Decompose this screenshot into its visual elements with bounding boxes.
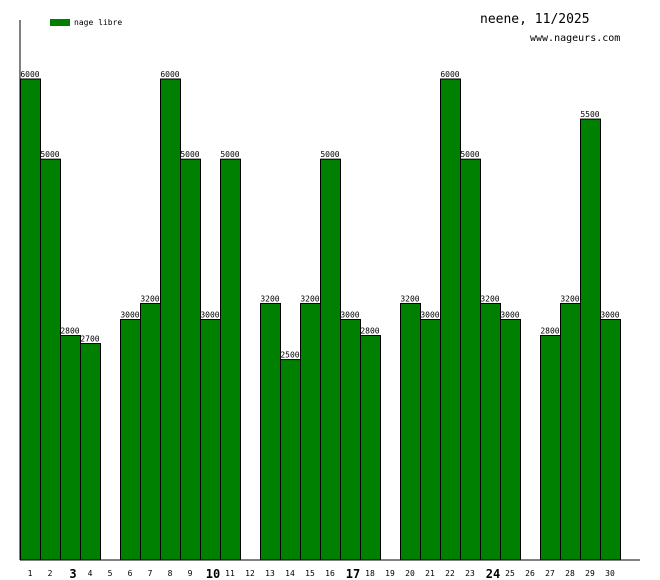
x-tick-label-25: 25 bbox=[505, 569, 515, 578]
x-tick-label-22: 22 bbox=[445, 569, 455, 578]
bar-day-28 bbox=[560, 302, 581, 561]
bar-day-21 bbox=[420, 319, 441, 561]
bar-day-14 bbox=[280, 359, 301, 561]
x-tick-label-10: 10 bbox=[206, 567, 220, 580]
x-tick-label-24: 24 bbox=[486, 567, 500, 580]
x-tick-label-14: 14 bbox=[285, 569, 295, 578]
x-tick-label-6: 6 bbox=[128, 569, 133, 578]
x-tick-label-16: 16 bbox=[325, 569, 335, 578]
x-tick-label-20: 20 bbox=[405, 569, 415, 578]
x-tick-label-7: 7 bbox=[148, 569, 153, 578]
bar-day-17 bbox=[340, 319, 361, 561]
value-label-day-18: 2800 bbox=[360, 327, 379, 336]
value-label-day-2: 5000 bbox=[40, 150, 59, 159]
x-tick-label-5: 5 bbox=[108, 569, 113, 578]
value-label-day-10: 3000 bbox=[200, 311, 219, 320]
value-label-day-14: 2500 bbox=[280, 351, 299, 360]
value-label-day-11: 5000 bbox=[220, 150, 239, 159]
x-tick-label-13: 13 bbox=[265, 569, 275, 578]
x-tick-labels-group: 1 2 3 4 5 6 7 8 9 10 11 12 13 14 15 16 17 18 19 20 21 22 23 24 2… bbox=[28, 567, 615, 580]
x-tick-label-8: 8 bbox=[168, 569, 173, 578]
value-labels-group: 6000500028002700300032006000500030005000… bbox=[20, 70, 619, 360]
x-tick-label-9: 9 bbox=[188, 569, 193, 578]
x-tick-label-30: 30 bbox=[605, 569, 615, 578]
bar-day-8 bbox=[160, 78, 181, 561]
x-tick-label-29: 29 bbox=[585, 569, 595, 578]
value-label-day-20: 3200 bbox=[400, 294, 419, 303]
bar-day-27 bbox=[540, 335, 561, 561]
value-label-day-13: 3200 bbox=[260, 294, 279, 303]
x-tick-label-1: 1 bbox=[28, 569, 33, 578]
bar-day-6 bbox=[120, 319, 141, 561]
value-label-day-21: 3000 bbox=[420, 311, 439, 320]
x-tick-label-2: 2 bbox=[48, 569, 53, 578]
bar-day-7 bbox=[140, 302, 161, 561]
value-label-day-25: 3000 bbox=[500, 311, 519, 320]
value-label-day-9: 5000 bbox=[180, 150, 199, 159]
value-label-day-15: 3200 bbox=[300, 294, 319, 303]
bar-day-29 bbox=[580, 118, 601, 561]
bar-day-9 bbox=[180, 158, 201, 561]
value-label-day-22: 6000 bbox=[440, 70, 459, 79]
bar-day-2 bbox=[40, 158, 61, 561]
chart-subtitle: www.nageurs.com bbox=[530, 33, 620, 44]
x-tick-label-15: 15 bbox=[305, 569, 315, 578]
value-label-day-17: 3000 bbox=[340, 311, 359, 320]
value-label-day-8: 6000 bbox=[160, 70, 179, 79]
bar-day-10 bbox=[200, 319, 221, 561]
value-label-day-4: 2700 bbox=[80, 335, 99, 344]
value-label-day-29: 5500 bbox=[580, 110, 599, 119]
bar-day-3 bbox=[60, 335, 81, 561]
x-tick-label-27: 27 bbox=[545, 569, 555, 578]
bar-day-23 bbox=[460, 158, 481, 561]
value-label-day-3: 2800 bbox=[60, 327, 79, 336]
legend-swatch bbox=[50, 19, 70, 26]
x-tick-label-4: 4 bbox=[88, 569, 93, 578]
value-label-day-23: 5000 bbox=[460, 150, 479, 159]
bar-day-11 bbox=[220, 158, 241, 561]
value-label-day-6: 3000 bbox=[120, 311, 139, 320]
x-tick-label-28: 28 bbox=[565, 569, 575, 578]
value-label-day-30: 3000 bbox=[600, 311, 619, 320]
bar-day-4 bbox=[80, 343, 101, 561]
x-tick-label-26: 26 bbox=[525, 569, 535, 578]
x-tick-label-17: 17 bbox=[346, 567, 360, 580]
bar-day-30 bbox=[600, 319, 621, 561]
bars-group bbox=[20, 78, 621, 561]
value-label-day-28: 3200 bbox=[560, 294, 579, 303]
value-label-day-1: 6000 bbox=[20, 70, 39, 79]
x-tick-label-3: 3 bbox=[69, 567, 76, 580]
x-tick-label-11: 11 bbox=[225, 569, 235, 578]
chart-title: neene, 11/2025 bbox=[480, 12, 590, 27]
bar-day-24 bbox=[480, 302, 501, 561]
bar-day-18 bbox=[360, 335, 381, 561]
bar-day-13 bbox=[260, 302, 281, 561]
x-tick-label-21: 21 bbox=[425, 569, 435, 578]
legend-label: nage libre bbox=[74, 18, 122, 27]
bar-day-20 bbox=[400, 302, 421, 561]
x-tick-label-18: 18 bbox=[365, 569, 375, 578]
bar-day-22 bbox=[440, 78, 461, 561]
x-tick-label-12: 12 bbox=[245, 569, 255, 578]
bar-day-1 bbox=[20, 78, 41, 561]
value-label-day-24: 3200 bbox=[480, 294, 499, 303]
bar-day-15 bbox=[300, 302, 321, 561]
value-label-day-7: 3200 bbox=[140, 294, 159, 303]
bar-day-25 bbox=[500, 319, 521, 561]
x-tick-label-23: 23 bbox=[465, 569, 475, 578]
value-label-day-27: 2800 bbox=[540, 327, 559, 336]
x-tick-label-19: 19 bbox=[385, 569, 395, 578]
bar-day-16 bbox=[320, 158, 341, 561]
value-label-day-16: 5000 bbox=[320, 150, 339, 159]
